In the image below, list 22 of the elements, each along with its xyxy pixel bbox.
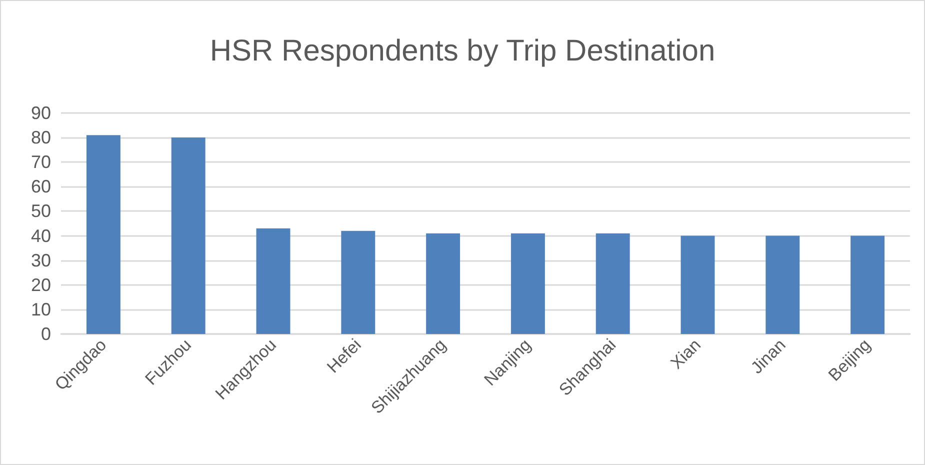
bar (766, 236, 800, 334)
y-tick-label: 60 (30, 176, 51, 197)
y-tick-label: 70 (30, 152, 51, 172)
y-tick-label: 40 (30, 226, 51, 246)
bar (510, 233, 545, 334)
y-tick-label: 10 (30, 299, 51, 320)
x-tick-label: Xian (666, 335, 704, 373)
y-tick-label: 30 (30, 250, 51, 270)
y-tick-label: 90 (30, 103, 51, 123)
bar (256, 228, 290, 334)
bar (680, 236, 715, 334)
bar (341, 230, 376, 334)
chart-title: HSR Respondents by Trip Destination (210, 34, 716, 68)
bar (596, 233, 630, 334)
bar (171, 138, 206, 334)
bar (86, 135, 120, 334)
bar (850, 236, 885, 334)
y-tick-label: 80 (30, 128, 51, 148)
y-tick-label: 0 (40, 324, 51, 344)
y-tick-label: 50 (30, 201, 51, 222)
bar (426, 233, 460, 334)
y-tick-label: 20 (30, 274, 51, 295)
